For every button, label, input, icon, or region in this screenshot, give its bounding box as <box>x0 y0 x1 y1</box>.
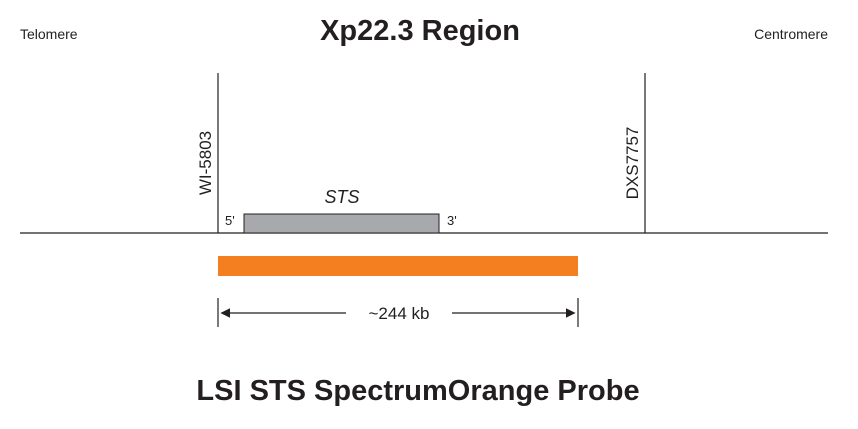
probe-bar <box>218 256 578 276</box>
sts-box <box>243 213 440 234</box>
telomere-label: Telomere <box>20 26 78 42</box>
footer-title: LSI STS SpectrumOrange Probe <box>196 375 639 407</box>
marker-label: WI-5803 <box>196 131 215 195</box>
centromere-label: Centromere <box>754 26 828 42</box>
three-prime-label: 3' <box>447 213 457 228</box>
sts-label: STS <box>324 187 359 207</box>
marker-label: DXS7757 <box>623 127 642 200</box>
five-prime-label: 5' <box>225 213 235 228</box>
title: Xp22.3 Region <box>320 15 520 47</box>
size-label: ~244 kb <box>369 304 430 323</box>
